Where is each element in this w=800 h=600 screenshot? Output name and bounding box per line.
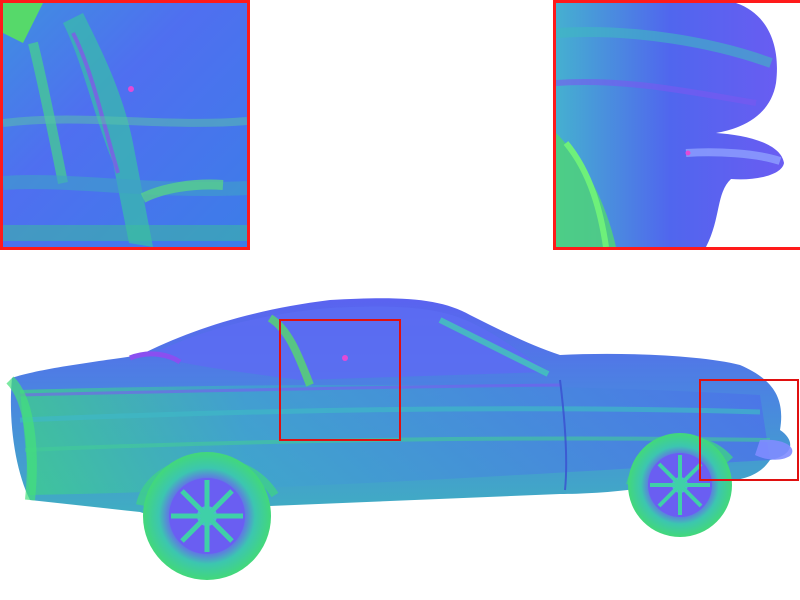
front-wheel: [143, 452, 271, 580]
zoom-inset-door: [0, 0, 250, 250]
zoom-inset-rear: [553, 0, 800, 250]
zoom-inset-door-image: [3, 3, 247, 247]
rear-wheel: [628, 433, 732, 537]
zoom-inset-rear-image: [556, 3, 800, 247]
